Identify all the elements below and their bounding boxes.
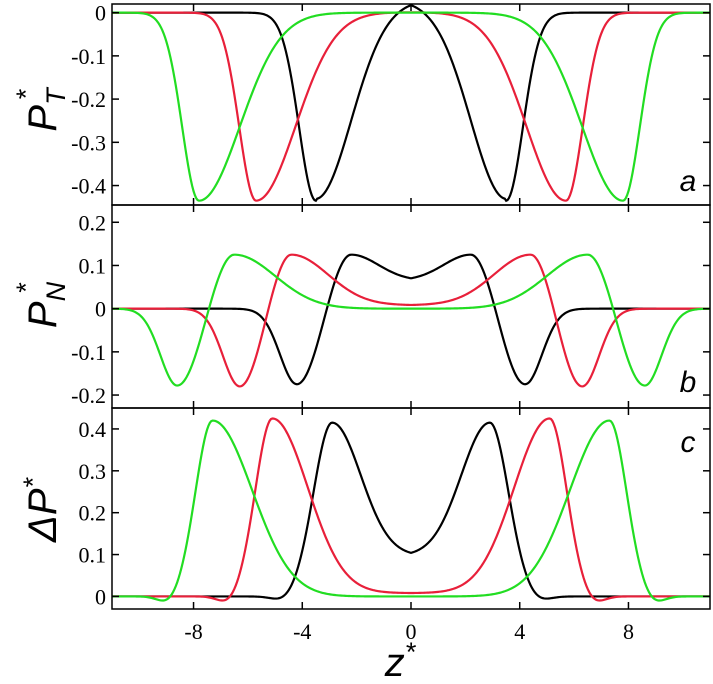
x-axis-label: z* <box>384 637 417 684</box>
series-line-pn-2 <box>112 253 710 388</box>
y-tick-label: 0 <box>95 1 106 26</box>
y-tick-label: -0.2 <box>71 87 106 112</box>
y-tick-label: 0.2 <box>79 501 107 526</box>
series-line-pt-3 <box>112 11 710 202</box>
y-tick-label: 0.4 <box>79 417 107 442</box>
y-label-sub: T <box>41 86 71 105</box>
series-line-pn-1 <box>112 253 710 386</box>
panel-letter-c: c <box>681 426 696 459</box>
y-tick-label: -0.4 <box>71 174 106 199</box>
y-label-main: ΔP <box>21 488 65 543</box>
y-tick-label: 0.3 <box>79 459 107 484</box>
x-tick-label: 4 <box>514 619 525 644</box>
y-tick-label: -0.3 <box>71 130 106 155</box>
panel-letter-b: b <box>680 366 697 399</box>
series-line-pn-3 <box>111 253 711 387</box>
y-label-sup: * <box>11 282 41 294</box>
x-tick-label: 0 <box>406 619 417 644</box>
x-label-sup: * <box>405 637 417 667</box>
series-line-dp-1 <box>112 421 710 600</box>
y-axis-label-b: PN* <box>11 281 71 328</box>
y-axis-label-c: ΔP* <box>18 477 65 544</box>
plot-frame-c <box>111 407 711 610</box>
y-tick-label: -0.1 <box>71 340 106 365</box>
y-axis-label-a: PT* <box>11 86 71 132</box>
series-line-dp-2 <box>112 417 710 602</box>
series-line-pt-2 <box>112 11 710 202</box>
x-tick-label: -8 <box>184 619 202 644</box>
y-label-sup: * <box>18 477 48 489</box>
plot-frame-b <box>111 204 711 409</box>
panel-a: 0 -0.1 -0.2 -0.3 -0.4 a PT* <box>11 1 711 206</box>
y-tick-label: 0.2 <box>79 210 107 235</box>
x-tick-label: -4 <box>293 619 311 644</box>
y-label-main: P <box>21 301 65 328</box>
y-label-main: P <box>21 105 65 132</box>
panel-letter-a: a <box>680 165 697 198</box>
y-tick-label: 0.1 <box>79 543 107 568</box>
x-tick-label: 8 <box>623 619 634 644</box>
panel-b: 0.2 0.1 0 -0.1 -0.2 b PN* <box>11 204 711 409</box>
plot-frame-a <box>111 3 711 206</box>
y-tick-label: 0 <box>95 584 106 609</box>
y-tick-label: 0.1 <box>79 253 107 278</box>
series-line-dp-3 <box>112 419 710 602</box>
y-tick-label: 0 <box>95 297 106 322</box>
series-line-pt-1 <box>112 3 710 203</box>
x-label-main: z <box>384 641 405 684</box>
y-label-sup: * <box>11 88 41 100</box>
y-label-sub: N <box>41 281 71 301</box>
y-tick-label: -0.1 <box>71 44 106 69</box>
y-tick-label: -0.2 <box>71 383 106 408</box>
